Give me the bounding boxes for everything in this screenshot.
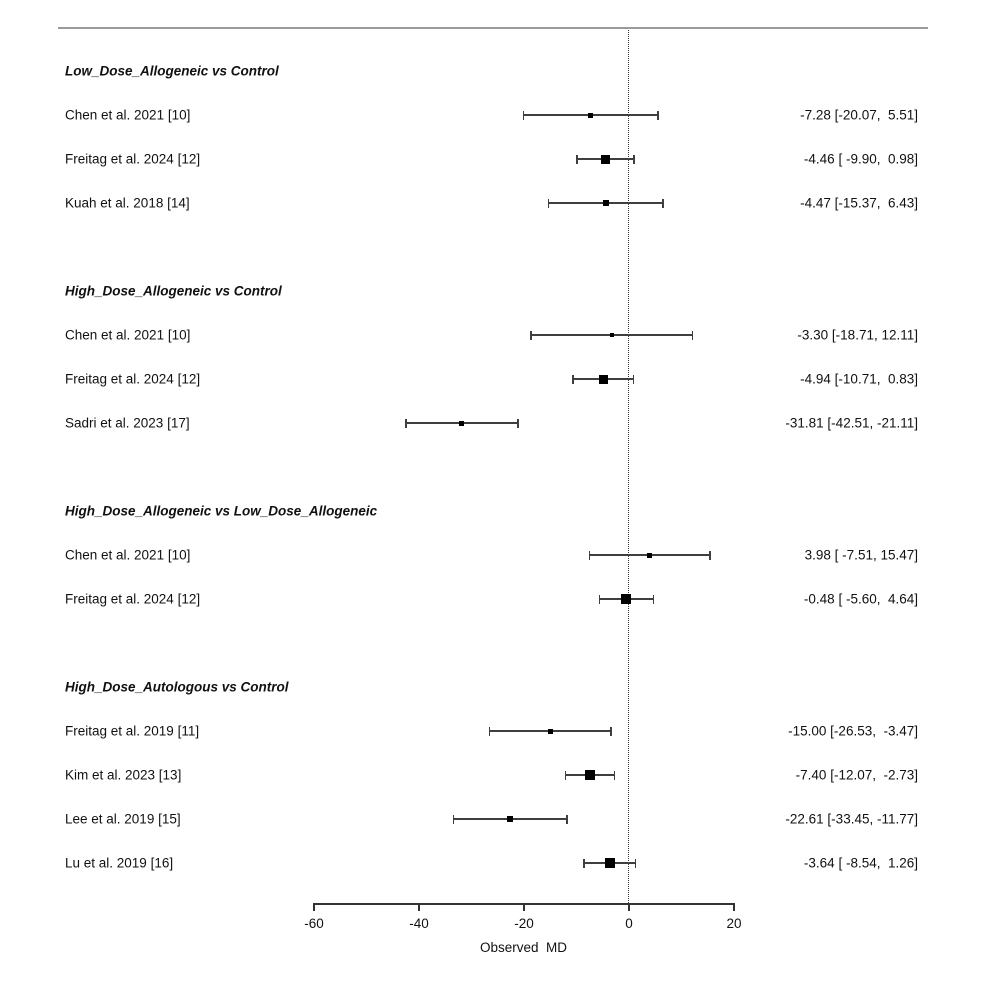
- study-label: Kim et al. 2023 [13]: [65, 767, 182, 783]
- zero-reference-line: [628, 30, 629, 903]
- effect-square: [647, 552, 653, 558]
- effect-square: [601, 154, 611, 164]
- x-axis-tick: [733, 903, 735, 911]
- effect-square: [609, 333, 614, 337]
- ci-cap-left: [530, 330, 532, 340]
- effect-annotation: -22.61 [-33.45, -11.77]: [785, 811, 918, 827]
- effect-square: [604, 858, 615, 868]
- ci-cap-right: [634, 858, 637, 868]
- effect-annotation: -7.28 [-20.07, 5.51]: [800, 107, 918, 123]
- x-axis-tick: [523, 903, 525, 911]
- effect-square: [602, 200, 609, 206]
- effect-annotation: -4.47 [-15.37, 6.43]: [800, 195, 918, 211]
- ci-cap-right: [632, 374, 635, 384]
- ci-cap-left: [576, 154, 578, 164]
- ci-cap-right: [566, 814, 568, 824]
- ci-cap-right: [662, 198, 664, 208]
- x-axis-label: Observed MD: [479, 940, 568, 955]
- ci-cap-left: [564, 770, 567, 780]
- study-label: Freitag et al. 2024 [12]: [65, 371, 201, 387]
- effect-annotation: 3.98 [ -7.51, 15.47]: [804, 547, 918, 563]
- effect-square: [507, 816, 514, 822]
- x-axis-tick-label: -40: [409, 916, 429, 931]
- ci-cap-left: [572, 374, 574, 384]
- ci-cap-left: [588, 550, 591, 560]
- ci-cap-left: [598, 594, 601, 604]
- study-label: Freitag et al. 2024 [12]: [65, 591, 201, 607]
- ci-cap-right: [517, 418, 519, 428]
- study-label: Lee et al. 2019 [15]: [65, 811, 181, 827]
- ci-cap-right: [613, 770, 616, 780]
- top-rule: [58, 27, 928, 29]
- group-header: High_Dose_Autologous vs Control: [65, 679, 289, 695]
- x-axis-tick: [628, 903, 630, 911]
- x-axis-tick: [418, 903, 420, 911]
- effect-annotation: -4.94 [-10.71, 0.83]: [800, 371, 918, 387]
- effect-square: [621, 594, 632, 604]
- ci-cap-left: [547, 198, 550, 208]
- ci-cap-left: [405, 418, 407, 428]
- group-header: High_Dose_Allogeneic vs Control: [65, 283, 282, 299]
- ci-cap-right: [633, 154, 635, 164]
- ci-cap-left: [452, 814, 455, 824]
- x-axis-tick-label: 20: [726, 916, 742, 931]
- ci-cap-left: [583, 858, 585, 868]
- group-header: High_Dose_Allogeneic vs Low_Dose_Allogen…: [65, 503, 378, 519]
- effect-annotation: -7.40 [-12.07, -2.73]: [795, 767, 918, 783]
- effect-annotation: -31.81 [-42.51, -21.11]: [785, 415, 918, 431]
- study-label: Freitag et al. 2019 [11]: [65, 723, 200, 739]
- study-label: Lu et al. 2019 [16]: [65, 855, 174, 871]
- effect-square: [459, 420, 465, 426]
- ci-cap-right: [657, 110, 659, 120]
- effect-square: [588, 112, 594, 118]
- x-axis-tick-label: 0: [625, 916, 633, 931]
- effect-annotation: -3.30 [-18.71, 12.11]: [797, 327, 918, 343]
- group-header: Low_Dose_Allogeneic vs Control: [65, 63, 279, 79]
- ci-cap-left: [522, 110, 525, 120]
- study-label: Chen et al. 2021 [10]: [65, 107, 191, 123]
- effect-square: [598, 374, 608, 384]
- ci-cap-right: [709, 550, 711, 560]
- effect-square: [547, 728, 553, 734]
- ci-cap-left: [488, 726, 491, 736]
- study-label: Chen et al. 2021 [10]: [65, 547, 191, 563]
- x-axis-tick-label: -60: [304, 916, 324, 931]
- ci-cap-right: [691, 330, 694, 340]
- study-label: Chen et al. 2021 [10]: [65, 327, 191, 343]
- effect-annotation: -4.46 [ -9.90, 0.98]: [803, 151, 918, 167]
- ci-cap-right: [610, 726, 612, 736]
- x-axis-tick: [313, 903, 315, 911]
- study-label: Freitag et al. 2024 [12]: [65, 151, 201, 167]
- study-label: Kuah et al. 2018 [14]: [65, 195, 190, 211]
- effect-annotation: -3.64 [ -8.54, 1.26]: [803, 855, 918, 871]
- study-label: Sadri et al. 2023 [17]: [65, 415, 190, 431]
- effect-annotation: -15.00 [-26.53, -3.47]: [788, 723, 918, 739]
- ci-cap-right: [652, 594, 655, 604]
- effect-annotation: -0.48 [ -5.60, 4.64]: [803, 591, 918, 607]
- effect-square: [585, 770, 596, 780]
- x-axis-tick-label: -20: [514, 916, 534, 931]
